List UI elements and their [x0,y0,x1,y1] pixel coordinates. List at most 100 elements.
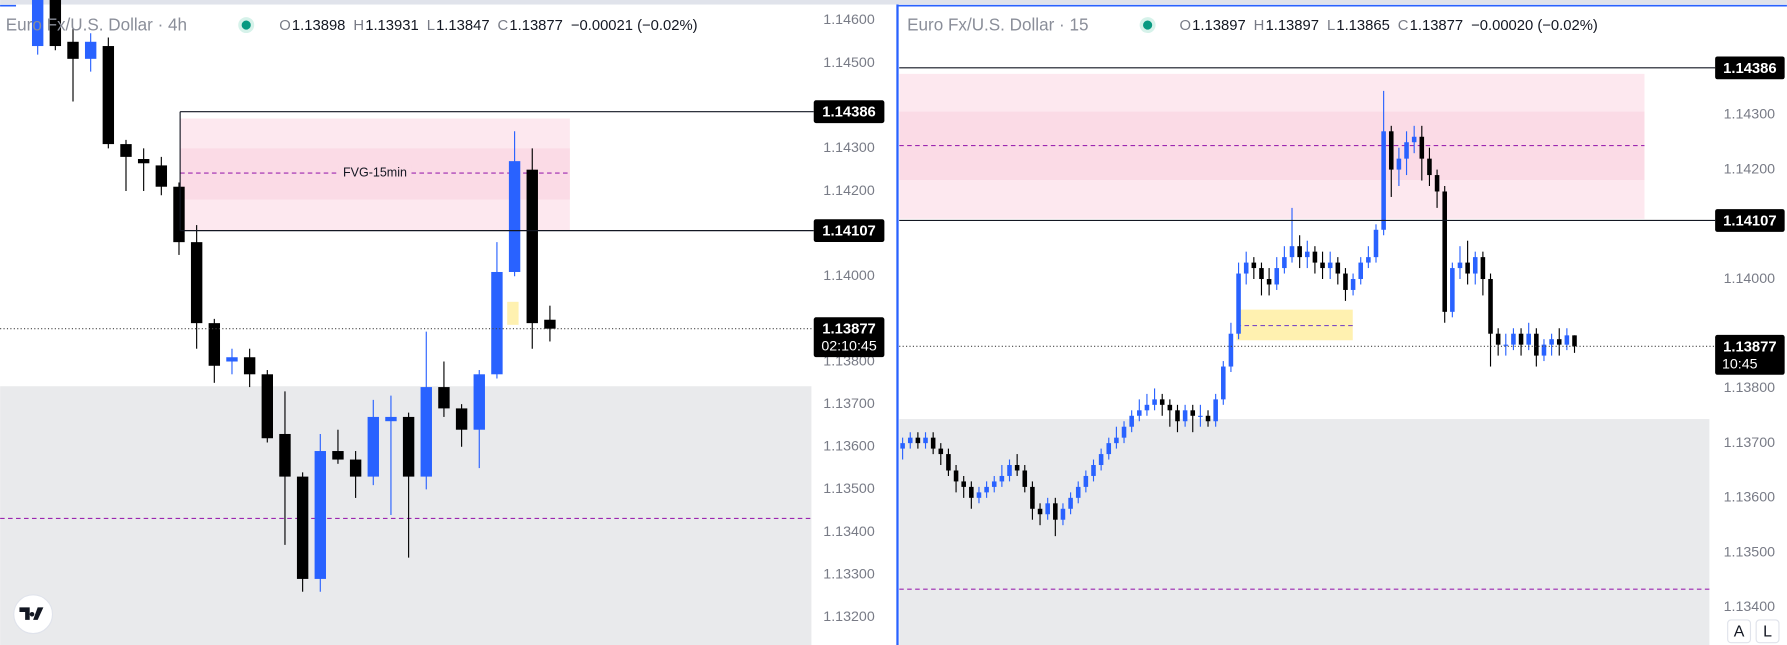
logo [19,607,44,620]
candle-body [1488,279,1493,334]
candle-body [226,357,238,362]
price-label-box [1715,56,1785,80]
candle-body [1045,503,1050,515]
candle-body [1419,136,1425,159]
candle-body [1572,335,1577,347]
scale-button-box[interactable] [1727,619,1752,644]
y-tick-label: 1.13200 [823,609,875,625]
scale-button-box[interactable] [1755,619,1780,644]
candle-body [1312,251,1318,263]
y-tick-label: 1.13700 [823,396,875,412]
top-bar [0,0,1787,5]
candle-body [1335,262,1341,274]
ohlc-change: −0.00020 (−0.02%) [1471,18,1598,34]
y-tick-label: 1.13700 [1724,435,1776,451]
candle-body [1167,404,1173,411]
candle-body [1373,229,1379,258]
ohlc-value: 1.13897 [1265,18,1319,34]
y-tick-label: 1.13600 [823,439,875,455]
price-label: 1.14386 [822,105,876,121]
price-label: 1.14386 [1723,61,1777,77]
candle-body [279,433,291,477]
candle-body [1404,142,1409,159]
fvg-label-bg [338,165,412,182]
candle-body [1381,131,1386,230]
plot-area [899,73,1710,645]
candle-body [1350,279,1356,290]
candle-body [1434,175,1440,192]
status-dot [1143,20,1153,30]
plot-area: FVG-15min [0,0,812,645]
y-tick-label: 1.14000 [823,268,875,284]
candle-body [1564,335,1570,345]
candle-body [438,387,450,409]
candle-body [1259,268,1264,280]
candle-body [1213,399,1218,422]
candle-body [420,387,432,477]
ohlc-value: 1.13847 [436,18,490,34]
candle-body [544,319,556,329]
candle-body [969,486,974,498]
scale-button[interactable]: L [1763,624,1772,641]
candle-body [332,451,344,460]
y-tick-label: 1.13500 [1724,544,1776,560]
candle-body [1075,486,1081,498]
price-label: 1.14107 [1723,214,1777,230]
candle-body [1343,273,1348,290]
candle-body [1427,158,1432,176]
ohlc-key: C [498,18,509,34]
candle-body [120,144,132,157]
candle-body [84,41,97,59]
candle-body [1549,339,1554,345]
candle-body [1297,246,1302,258]
candle-body [938,448,944,455]
candle-body [1083,475,1089,487]
candle-body [67,41,79,59]
ohlc-key: C [1398,18,1409,34]
candle-body [296,476,309,579]
candle-body [1053,503,1058,520]
candle-body [907,437,913,444]
candle-body [1465,262,1470,274]
last-price-label: 1.13877 [1723,339,1777,355]
candle-body [1091,465,1096,476]
candle-body [1030,486,1035,509]
highlight-box [507,301,519,325]
candle-body [1037,508,1043,515]
candle-body [1106,443,1112,455]
candle-body [155,165,168,187]
y-tick-label: 1.14000 [1724,271,1776,287]
fvg-label: FVG-15min [343,165,407,179]
candle-body [49,0,62,47]
ohlc-key: O [279,18,291,34]
price-label-box [1715,209,1785,232]
y-tick-label: 1.13800 [1724,380,1776,396]
candle-body [314,451,326,579]
last-price-box [1715,334,1785,375]
chart-pane: FVG-15min 1.14600 1.14500 1.14300 1.14200 1.1… [0,0,885,645]
candle-body [367,416,379,477]
candle-body [102,46,115,145]
status-dot [241,20,251,30]
ohlc-change: −0.00021 (−0.02%) [571,18,698,34]
candle-body [1358,262,1364,280]
candle-body [1495,333,1501,345]
candle-body [137,159,150,164]
candle-body [1129,415,1134,427]
candle-body [1503,344,1509,346]
candle-body [1114,437,1119,444]
candle-body [1457,262,1463,269]
y-tick-label: 1.13400 [1724,599,1776,615]
candle-body [31,0,44,47]
candle-body [1121,426,1127,438]
candle-body [1396,158,1402,170]
candle-body [900,443,905,449]
candle-body [1007,465,1012,476]
scale-button[interactable]: A [1734,624,1745,641]
price-label: 1.14107 [822,224,876,240]
candle-body [1480,257,1486,280]
ohlc-value: 1.13898 [292,18,346,34]
shaded-zone [899,419,1710,645]
ohlc-key: L [1327,18,1335,34]
candle-body [261,374,274,439]
